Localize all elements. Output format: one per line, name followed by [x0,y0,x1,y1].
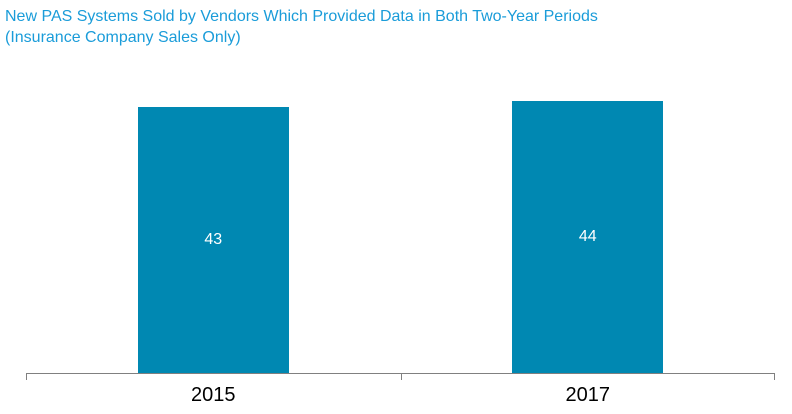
chart-title-line1: New PAS Systems Sold by Vendors Which Pr… [5,8,598,25]
bar-value-label: 44 [578,228,597,245]
bar-2015: 43 [137,107,289,373]
x-axis-tick [401,374,402,380]
x-axis-line [26,373,775,380]
plot-area: 43 44 [26,0,775,373]
x-axis-tick [26,374,27,380]
x-axis-category-label: 2015 [191,384,236,406]
x-axis-tick [774,374,775,380]
chart-title: New PAS Systems Sold by Vendors Which Pr… [5,6,598,48]
x-axis-category-label: 2017 [565,384,611,406]
chart-title-line2: (Insurance Company Sales Only) [5,29,241,46]
bar-value-label: 43 [204,231,223,248]
bar-2017: 44 [512,101,664,373]
